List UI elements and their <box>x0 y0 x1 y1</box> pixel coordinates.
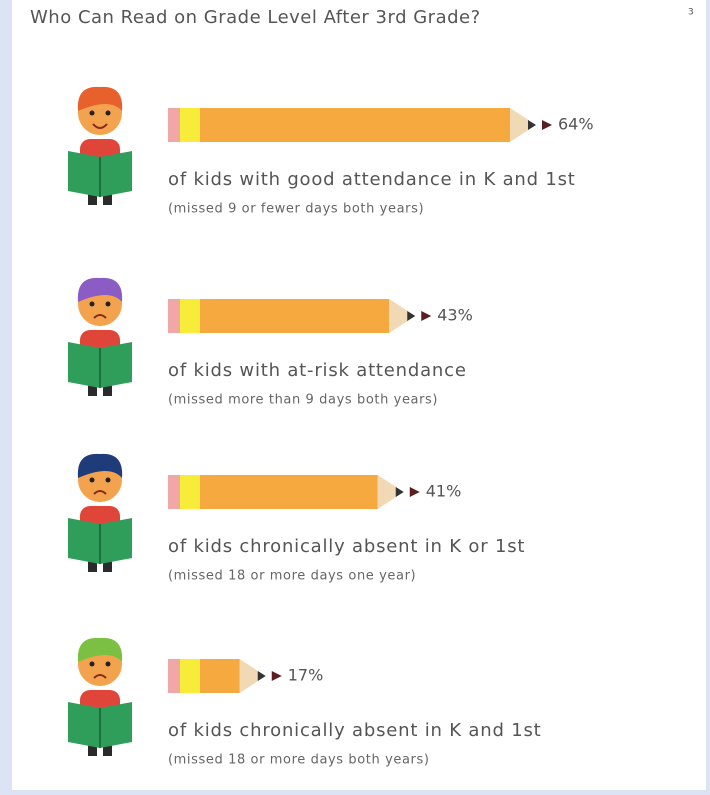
eye <box>90 111 95 116</box>
value-label: 41% <box>426 482 462 501</box>
pencil-ferrule <box>180 475 200 509</box>
eye <box>90 478 95 483</box>
category-label: of kids with at-risk attendance <box>168 360 467 381</box>
eye <box>106 302 111 307</box>
value-label: 43% <box>437 306 473 325</box>
category-note: (missed 18 or more days both years) <box>168 753 430 768</box>
eye <box>90 662 95 667</box>
chart-title: Who Can Read on Grade Level After 3rd Gr… <box>30 7 481 28</box>
eye <box>106 111 111 116</box>
category-note: (missed 9 or fewer days both years) <box>168 202 424 217</box>
title-note: 3 <box>688 8 694 18</box>
pencil-eraser <box>168 299 180 333</box>
pencil-eraser <box>168 475 180 509</box>
value-label: 64% <box>558 115 594 134</box>
pencil-ferrule <box>180 108 200 142</box>
eye <box>90 302 95 307</box>
pencil-ferrule <box>180 299 200 333</box>
value-label: 17% <box>288 666 324 685</box>
pencil-body <box>168 299 389 333</box>
infographic: Who Can Read on Grade Level After 3rd Gr… <box>0 0 710 795</box>
eye <box>106 478 111 483</box>
category-note: (missed more than 9 days both years) <box>168 393 438 408</box>
category-label: of kids chronically absent in K and 1st <box>168 720 541 741</box>
pencil-eraser <box>168 108 180 142</box>
category-note: (missed 18 or more days one year) <box>168 569 416 584</box>
pencil-body <box>168 108 510 142</box>
category-label: of kids chronically absent in K or 1st <box>168 536 525 557</box>
pencil-ferrule <box>180 659 200 693</box>
eye <box>106 662 111 667</box>
category-label: of kids with good attendance in K and 1s… <box>168 169 576 190</box>
pencil-eraser <box>168 659 180 693</box>
